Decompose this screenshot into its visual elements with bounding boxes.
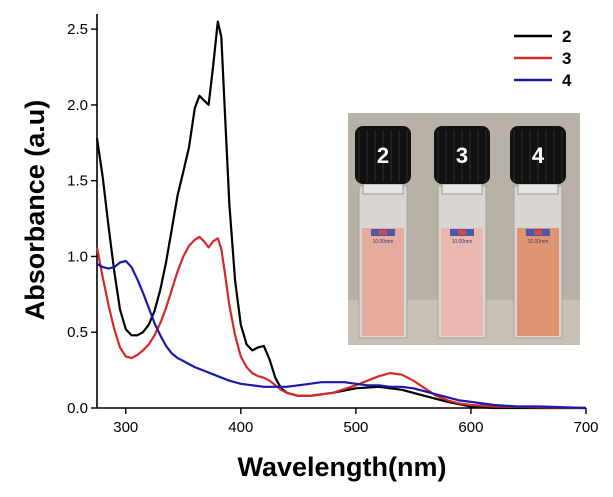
x-ticks: 300 400 500 600 700 bbox=[113, 408, 599, 436]
cuvette-liquid bbox=[362, 228, 404, 336]
cap-label: 2 bbox=[377, 143, 389, 168]
x-tick-label: 300 bbox=[113, 419, 138, 436]
y-ticks: 0.0 0.5 1.0 1.5 2.0 2.5 bbox=[67, 21, 97, 417]
y-tick-label: 1.0 bbox=[67, 248, 88, 265]
x-tick-label: 600 bbox=[458, 419, 483, 436]
series-line-3 bbox=[95, 235, 587, 410]
cuvette-3: 10.00mm 3 bbox=[434, 126, 490, 339]
cap-label: 3 bbox=[456, 143, 468, 168]
cuvette-liquid bbox=[517, 228, 559, 336]
series-lines bbox=[95, 20, 587, 410]
cuvette-label-mark bbox=[534, 230, 542, 235]
x-axis-title: Wavelength(nm) bbox=[238, 452, 447, 482]
cuvette-liquid bbox=[441, 228, 483, 336]
x-tick-label: 700 bbox=[573, 419, 598, 436]
series-line-4 bbox=[96, 259, 587, 410]
cuvette-neck bbox=[362, 183, 404, 195]
cuvettes: 10.00mm 2 10.00mm 3 10.00mm 4 bbox=[355, 126, 566, 339]
cuvette-size-label: 10.00mm bbox=[373, 239, 394, 245]
cuvette-2: 10.00mm 2 bbox=[355, 126, 411, 339]
cap-label: 4 bbox=[532, 143, 545, 168]
y-tick-label: 0.5 bbox=[67, 324, 88, 341]
cuvette-4: 10.00mm 4 bbox=[510, 126, 566, 339]
cuvette-label-mark bbox=[458, 230, 466, 235]
cuvette-neck bbox=[441, 183, 483, 195]
x-tick-label: 500 bbox=[343, 419, 368, 436]
y-tick-label: 0.0 bbox=[67, 400, 88, 417]
y-tick-label: 2.0 bbox=[67, 97, 88, 114]
x-tick-label: 400 bbox=[228, 419, 253, 436]
legend-label-2: 2 bbox=[562, 27, 571, 46]
y-tick-label: 1.5 bbox=[67, 173, 88, 190]
cuvette-photo-inset: 10.00mm 2 10.00mm 3 10.00mm 4 bbox=[348, 113, 580, 345]
legend-label-3: 3 bbox=[562, 49, 571, 68]
cuvette-size-label: 10.00mm bbox=[452, 239, 473, 245]
y-tick-label: 2.5 bbox=[67, 21, 88, 38]
legend-label-4: 4 bbox=[562, 71, 572, 90]
cuvette-label-mark bbox=[379, 230, 387, 235]
y-axis-title: Absorbance (a.u) bbox=[20, 100, 50, 321]
cuvette-neck bbox=[517, 183, 559, 195]
cuvette-size-label: 10.00mm bbox=[528, 239, 549, 245]
legend: 2 3 4 bbox=[514, 27, 572, 90]
